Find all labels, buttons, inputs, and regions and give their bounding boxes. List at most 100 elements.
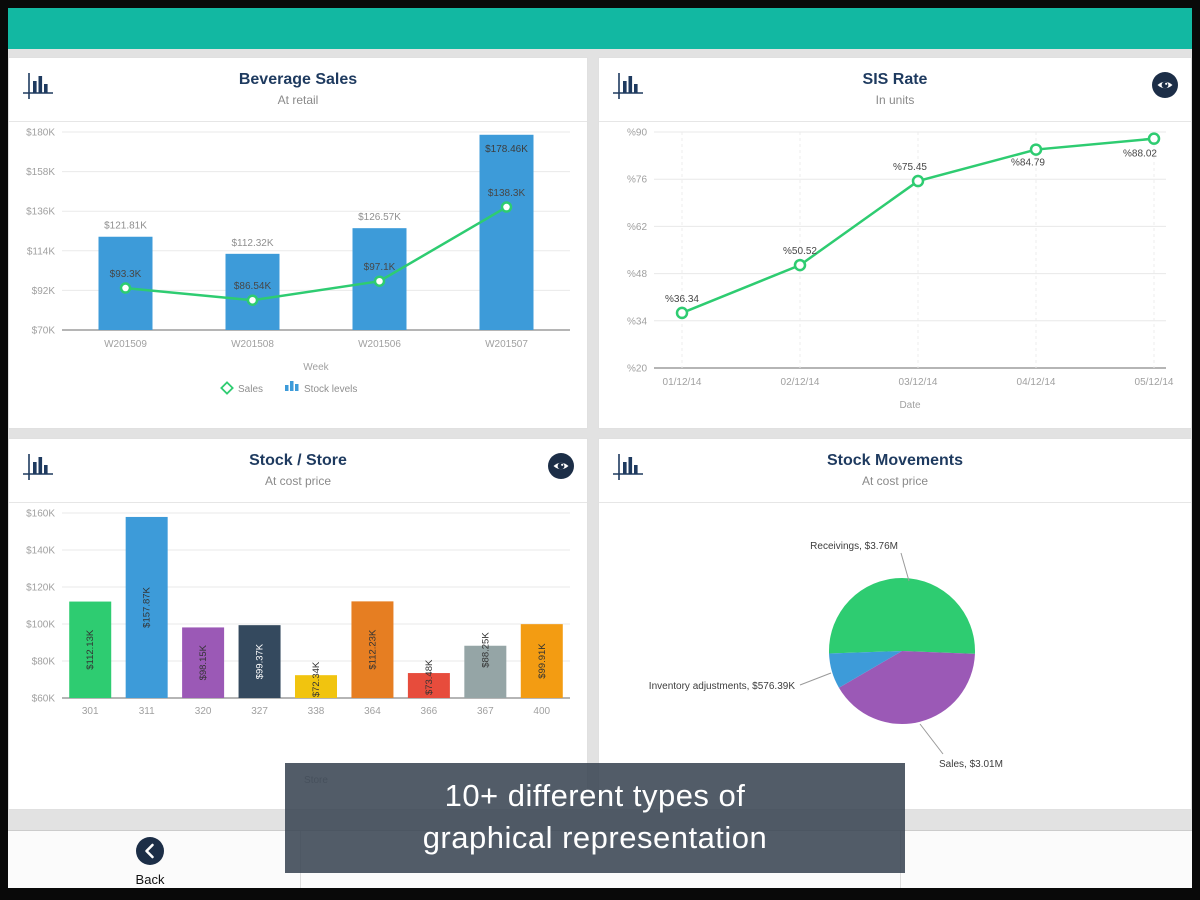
svg-text:%76: %76 <box>627 175 647 186</box>
panel-header: Stock / Store At cost price <box>9 439 587 503</box>
svg-text:$86.54K: $86.54K <box>234 281 272 292</box>
caption-overlay: 10+ different types of graphical represe… <box>285 763 905 873</box>
svg-text:%88.02: %88.02 <box>1123 149 1157 160</box>
svg-text:Sales, $3.01M: Sales, $3.01M <box>939 759 1003 770</box>
svg-text:327: 327 <box>251 706 268 717</box>
panel-subtitle: At cost price <box>264 474 332 488</box>
svg-text:$60K: $60K <box>32 694 56 705</box>
svg-text:W201509: W201509 <box>104 339 147 350</box>
svg-text:$93.3K: $93.3K <box>110 269 142 280</box>
svg-text:320: 320 <box>195 706 212 717</box>
svg-text:$157.87K: $157.87K <box>142 586 153 627</box>
svg-text:Sales: Sales <box>238 384 263 395</box>
svg-text:$121.81K: $121.81K <box>104 221 147 232</box>
svg-text:$100K: $100K <box>26 620 55 631</box>
bar-chart-icon <box>611 451 645 488</box>
svg-text:$70K: $70K <box>32 326 56 337</box>
svg-text:%90: %90 <box>627 128 647 139</box>
svg-text:$160K: $160K <box>26 509 55 520</box>
caption-line-2: graphical representation <box>422 820 768 855</box>
back-button[interactable]: Back <box>120 836 180 887</box>
svg-text:02/12/14: 02/12/14 <box>781 377 820 388</box>
eye-icon[interactable] <box>1151 71 1179 99</box>
svg-text:$180K: $180K <box>26 128 55 139</box>
svg-text:366: 366 <box>421 706 438 717</box>
svg-text:$112.13K: $112.13K <box>85 629 96 670</box>
panel-sis-rate: SIS Rate In units %20 %34 %48 %62 %76 %90 01/1… <box>598 57 1192 429</box>
panel-title: Stock / Store <box>249 452 347 469</box>
app-window: Beverage Sales At retail $70K $92K $114K $1… <box>8 8 1192 888</box>
panel-subtitle: At retail <box>277 93 319 107</box>
svg-text:%20: %20 <box>627 364 647 375</box>
panel-subtitle: At cost price <box>861 474 929 488</box>
svg-text:$72.34K: $72.34K <box>311 661 322 697</box>
svg-text:%50.52: %50.52 <box>783 246 817 257</box>
back-chevron-icon <box>135 836 165 866</box>
svg-text:$138.3K: $138.3K <box>488 188 526 199</box>
svg-text:$126.57K: $126.57K <box>358 212 401 223</box>
svg-text:W201507: W201507 <box>485 339 528 350</box>
panel-stock-movements: Stock Movements At cost price Receivings… <box>598 438 1192 810</box>
svg-text:$73.48K: $73.48K <box>424 659 435 695</box>
beverage-sales-chart: $70K $92K $114K $136K $158K $180K $121.81K W201… <box>12 122 584 426</box>
panel-stock-store: Stock / Store At cost price $60K $80K $100… <box>8 438 588 810</box>
svg-text:%48: %48 <box>627 269 647 280</box>
svg-text:$136K: $136K <box>26 207 55 218</box>
svg-text:311: 311 <box>139 706 155 717</box>
svg-text:$88.25K: $88.25K <box>480 632 491 668</box>
svg-text:05/12/14: 05/12/14 <box>1135 377 1174 388</box>
panel-title: SIS Rate <box>862 71 928 88</box>
svg-text:$120K: $120K <box>26 583 55 594</box>
svg-text:%62: %62 <box>627 222 647 233</box>
svg-text:367: 367 <box>477 706 494 717</box>
svg-text:01/12/14: 01/12/14 <box>663 377 702 388</box>
svg-text:$99.91K: $99.91K <box>537 643 548 679</box>
svg-text:Inventory adjustments, $576.39: Inventory adjustments, $576.39K <box>649 681 796 692</box>
svg-text:301: 301 <box>82 706 99 717</box>
stock-movements-chart: Receivings, $3.76M Sales, $3.01M Inventory… <box>602 503 1188 807</box>
svg-text:04/12/14: 04/12/14 <box>1017 377 1056 388</box>
back-label: Back <box>135 872 165 887</box>
svg-text:$92K: $92K <box>32 286 56 297</box>
svg-text:$112.23K: $112.23K <box>367 629 378 670</box>
caption-line-1: 10+ different types of <box>444 778 746 813</box>
stock-store-chart: $60K $80K $100K $120K $140K $160K $112.13K 301 $… <box>12 503 584 807</box>
panel-header: SIS Rate In units <box>599 58 1191 122</box>
svg-text:W201506: W201506 <box>358 339 401 350</box>
svg-text:Date: Date <box>899 400 921 411</box>
svg-text:%75.45: %75.45 <box>893 162 927 173</box>
panel-header: Stock Movements At cost price <box>599 439 1191 503</box>
panel-beverage-sales: Beverage Sales At retail $70K $92K $114K $1… <box>8 57 588 429</box>
dashboard: Beverage Sales At retail $70K $92K $114K $1… <box>8 49 1192 830</box>
svg-text:$114K: $114K <box>27 246 56 257</box>
svg-text:$98.15K: $98.15K <box>198 644 209 680</box>
svg-text:$178.46K: $178.46K <box>485 144 528 155</box>
svg-text:$80K: $80K <box>32 657 56 668</box>
svg-text:%34: %34 <box>627 316 647 327</box>
svg-text:W201508: W201508 <box>231 339 274 350</box>
panel-header: Beverage Sales At retail <box>9 58 587 122</box>
svg-text:Receivings, $3.76M: Receivings, $3.76M <box>810 541 898 552</box>
svg-text:%84.79: %84.79 <box>1011 158 1045 169</box>
panel-subtitle: In units <box>875 93 915 107</box>
svg-text:$112.32K: $112.32K <box>231 238 273 249</box>
panel-title: Beverage Sales <box>238 71 358 88</box>
svg-text:Stock levels: Stock levels <box>304 384 357 395</box>
bar-chart-icon <box>21 451 55 488</box>
sis-rate-chart: %20 %34 %48 %62 %76 %90 01/12/14 02/12/14 03/12/… <box>602 122 1188 426</box>
svg-text:$158K: $158K <box>26 167 55 178</box>
svg-text:03/12/14: 03/12/14 <box>899 377 938 388</box>
svg-text:364: 364 <box>364 706 381 717</box>
svg-text:400: 400 <box>533 706 550 717</box>
eye-icon[interactable] <box>547 452 575 480</box>
bar-chart-icon <box>611 70 645 107</box>
panel-title: Stock Movements <box>826 452 964 469</box>
svg-text:$97.1K: $97.1K <box>364 262 396 273</box>
svg-text:338: 338 <box>308 706 325 717</box>
svg-text:$99.37K: $99.37K <box>255 643 266 679</box>
svg-text:%36.34: %36.34 <box>665 294 699 305</box>
svg-text:$140K: $140K <box>26 546 55 557</box>
bar-chart-icon <box>21 70 55 107</box>
svg-text:Week: Week <box>303 362 329 373</box>
top-bar <box>8 8 1192 49</box>
